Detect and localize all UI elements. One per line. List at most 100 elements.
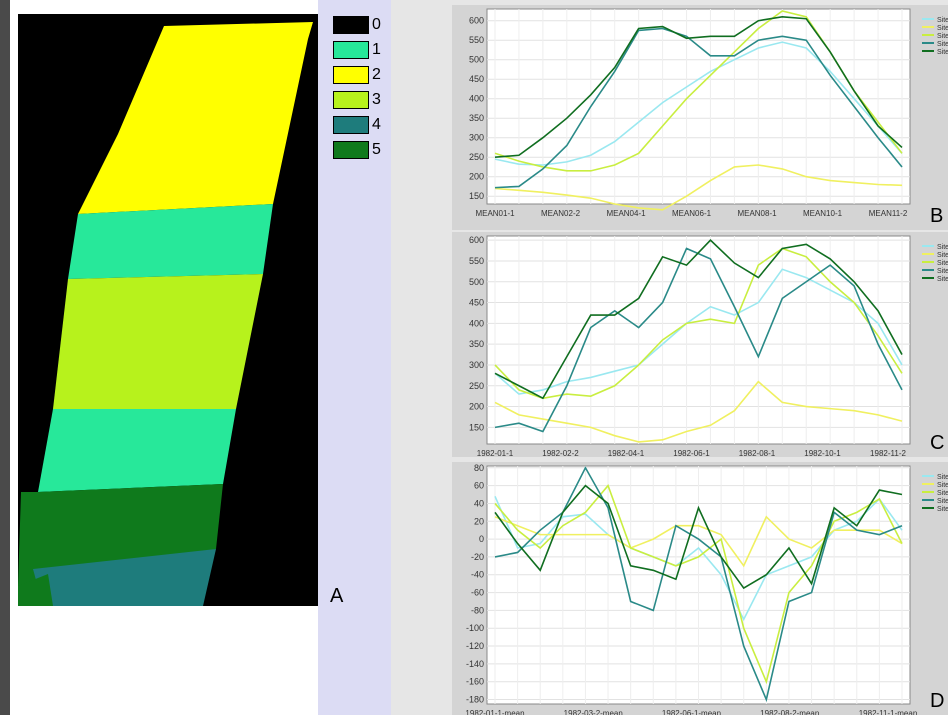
chart-b-xtick-5: MEAN10-1 xyxy=(803,209,843,218)
chart-d-ytick-3: 20 xyxy=(474,516,484,526)
chart-b-plot-area xyxy=(486,8,911,205)
chart-c-legend-label-4: Site xyxy=(937,276,948,283)
legend-label-2: 2 xyxy=(372,65,381,83)
chart-b-xtick-3: MEAN06-1 xyxy=(672,209,712,218)
chart-d-ytick-11: -140 xyxy=(466,659,484,669)
chart-d-xtick-3: 1982-08-2-mean xyxy=(760,709,819,715)
chart-d-ytick-13: -180 xyxy=(466,695,484,705)
chart-b-legend-label-3: Site xyxy=(937,41,948,48)
classification-map xyxy=(18,14,318,606)
left-border xyxy=(0,0,10,715)
map-legend: 0 1 2 3 4 5 xyxy=(333,12,381,162)
chart-c-xtick-5: 1982-10-1 xyxy=(804,449,841,457)
chart-d-xtick-2: 1982-06-1-mean xyxy=(662,709,721,715)
panel-label-a: A xyxy=(330,585,344,607)
chart-b-legend-label-4: Site xyxy=(937,49,948,56)
chart-b-ytick-9: 600 xyxy=(469,16,484,26)
chart-c-legend-label-1: Site xyxy=(937,252,948,259)
chart-c-legend-label-2: Site xyxy=(937,260,948,267)
chart-d-series-2 xyxy=(494,484,903,685)
legend-label-0: 0 xyxy=(372,15,381,33)
chart-b-series-1 xyxy=(494,164,903,211)
chart-d-ytick-7: -60 xyxy=(471,588,484,598)
chart-b-ytick-2: 250 xyxy=(469,152,484,162)
legend-label-1: 1 xyxy=(372,40,381,58)
zone-class-3 xyxy=(53,274,263,409)
chart-b-xtick-4: MEAN08-1 xyxy=(737,209,777,218)
chart-d-legend-label-2: Site xyxy=(937,490,948,497)
chart-b-ytick-1: 200 xyxy=(469,172,484,182)
chart-c-ytick-3: 300 xyxy=(469,360,484,370)
chart-c-xtick-1: 1982-02-2 xyxy=(542,449,579,457)
chart-d-xtick-0: 1982-01-1-mean xyxy=(465,709,524,715)
zone-class-2-top xyxy=(78,22,313,214)
chart-c-xtick-0: 1982-01-1 xyxy=(477,449,514,457)
panel-a-map: 0 1 2 3 4 5 A xyxy=(0,0,391,715)
chart-b-legend-label-2: Site xyxy=(937,33,948,40)
legend-row-4: 4 xyxy=(333,112,381,137)
legend-swatch-5 xyxy=(333,140,369,159)
chart-c-panel-label: C xyxy=(930,432,944,454)
chart-c-ytick-5: 400 xyxy=(469,318,484,328)
chart-d-ytick-1: 60 xyxy=(474,481,484,491)
chart-d-ytick-12: -160 xyxy=(466,677,484,687)
chart-b-series-4 xyxy=(494,15,903,158)
chart-b-ytick-0: 150 xyxy=(469,191,484,201)
chart-d-ytick-5: -20 xyxy=(471,552,484,562)
chart-c-series-0 xyxy=(494,268,903,395)
chart-c-xtick-4: 1982-08-1 xyxy=(739,449,776,457)
chart-d-legend-label-4: Site xyxy=(937,506,948,513)
chart-c-legend-label-3: Site xyxy=(937,268,948,275)
chart-c-plot-area xyxy=(486,235,911,445)
legend-swatch-1 xyxy=(333,40,369,59)
legend-label-4: 4 xyxy=(372,115,381,133)
chart-b-ytick-7: 500 xyxy=(469,55,484,65)
chart-d-ytick-0: 80 xyxy=(474,463,484,473)
zone-class-5 xyxy=(18,484,223,586)
chart-d-xtick-4: 1982-11-1-mean xyxy=(859,709,918,715)
zone-class-1-upper xyxy=(68,204,273,279)
chart-c-ytick-7: 500 xyxy=(469,277,484,287)
chart-c-ytick-6: 450 xyxy=(469,298,484,308)
chart-c-ytick-0: 150 xyxy=(469,422,484,432)
chart-b-series-3 xyxy=(494,27,903,189)
legend-swatch-4 xyxy=(333,115,369,134)
chart-c-ytick-4: 350 xyxy=(469,339,484,349)
legend-row-1: 1 xyxy=(333,37,381,62)
legend-label-5: 5 xyxy=(372,140,381,158)
legend-swatch-2 xyxy=(333,65,369,84)
zone-class-4 xyxy=(33,549,216,606)
chart-c-xtick-6: 1982-11-2 xyxy=(870,449,906,457)
chart-b-ytick-3: 300 xyxy=(469,133,484,143)
zone-class-1-lower xyxy=(38,409,236,492)
chart-c-ytick-9: 600 xyxy=(469,235,484,245)
chart-b-xtick-6: MEAN11-2 xyxy=(869,209,908,218)
chart-d: 80 60 40 20 0 -20 -40 -60 -80 -100 -120 -140 -160 -18… xyxy=(452,462,948,715)
chart-c-svg: 150 200 250 300 350 400 450 500 550 600 1982-01-1 1… xyxy=(452,232,948,457)
chart-d-ytick-9: -100 xyxy=(466,623,484,633)
chart-b-xtick-0: MEAN01-1 xyxy=(475,209,515,218)
chart-b-ytick-4: 350 xyxy=(469,113,484,123)
chart-d-ytick-4: 0 xyxy=(479,534,484,544)
chart-d-ytick-2: 40 xyxy=(474,498,484,508)
chart-d-xtick-1: 1982-03-2-mean xyxy=(564,709,623,715)
legend-row-3: 3 xyxy=(333,87,381,112)
legend-swatch-3 xyxy=(333,90,369,109)
chart-d-ytick-6: -40 xyxy=(471,570,484,580)
legend-row-5: 5 xyxy=(333,137,381,162)
chart-d-ytick-8: -80 xyxy=(471,605,484,615)
chart-c-legend-label-0: Site xyxy=(937,244,948,251)
chart-d-series-4 xyxy=(494,484,903,590)
chart-d-ytick-10: -120 xyxy=(466,641,484,651)
zone-class-5-bottom xyxy=(18,574,53,606)
chart-d-legend-label-1: Site xyxy=(937,482,948,489)
chart-c-ytick-2: 250 xyxy=(469,381,484,391)
chart-b-xtick-1: MEAN02-2 xyxy=(541,209,581,218)
chart-b-legend-label-0: Site xyxy=(937,17,948,24)
chart-b-ytick-5: 400 xyxy=(469,94,484,104)
chart-b-svg: 150 200 250 300 350 400 450 500 550 600 MEAN01-1 ME… xyxy=(452,5,948,230)
chart-c-series-4 xyxy=(494,239,903,400)
legend-row-2: 2 xyxy=(333,62,381,87)
chart-c-ytick-8: 550 xyxy=(469,256,484,266)
chart-b-xtick-2: MEAN04-1 xyxy=(606,209,646,218)
